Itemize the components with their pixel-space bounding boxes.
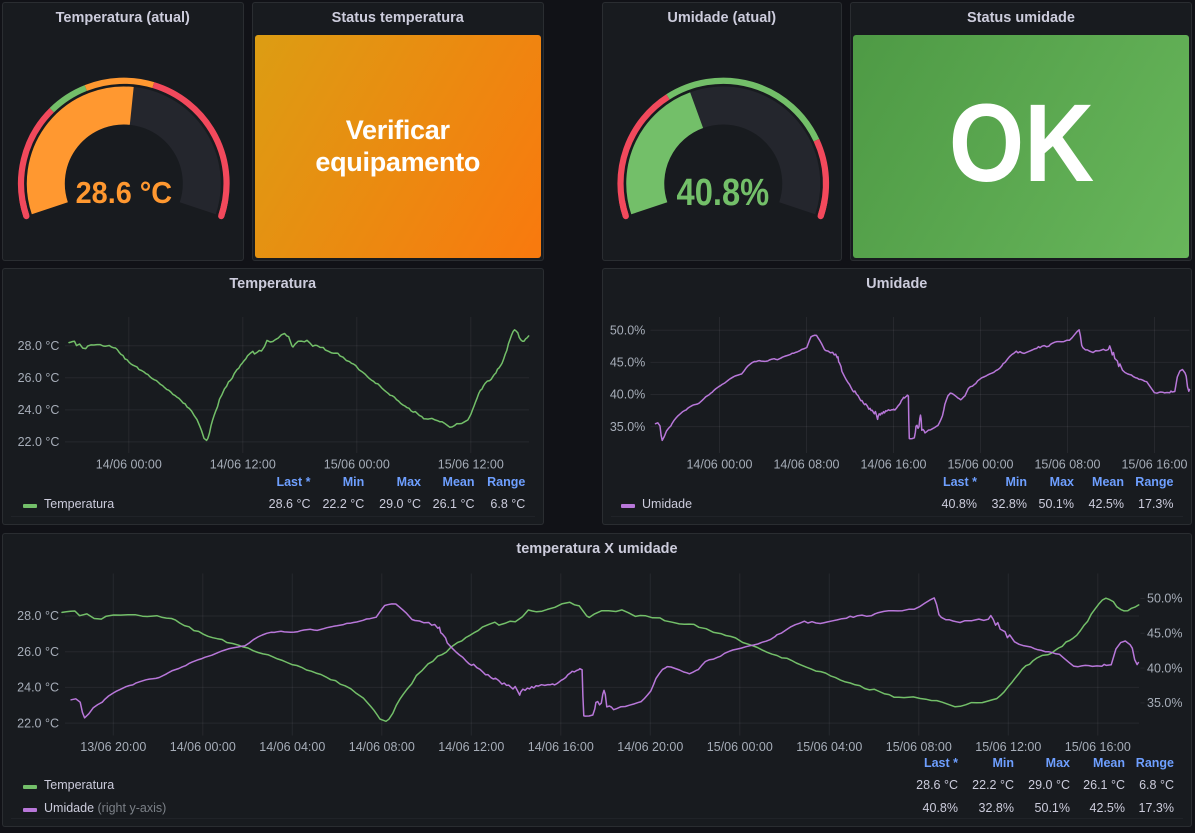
- svg-text:50.0%: 50.0%: [1147, 591, 1182, 605]
- svg-text:24.0 °C: 24.0 °C: [18, 403, 60, 417]
- svg-text:40.0%: 40.0%: [1147, 661, 1182, 675]
- svg-text:15/06 08:00: 15/06 08:00: [886, 740, 952, 754]
- svg-text:14/06 12:00: 14/06 12:00: [210, 458, 276, 472]
- svg-text:15/06 12:00: 15/06 12:00: [975, 740, 1041, 754]
- svg-text:14/06 00:00: 14/06 00:00: [96, 458, 162, 472]
- svg-text:13/06 20:00: 13/06 20:00: [80, 740, 146, 754]
- svg-text:45.0%: 45.0%: [609, 356, 644, 370]
- svg-text:15/06 12:00: 15/06 12:00: [438, 458, 504, 472]
- svg-text:50.0%: 50.0%: [609, 324, 644, 338]
- svg-text:15/06 16:00: 15/06 16:00: [1121, 458, 1187, 472]
- svg-text:14/06 12:00: 14/06 12:00: [438, 740, 504, 754]
- svg-text:14/06 20:00: 14/06 20:00: [617, 740, 683, 754]
- svg-text:26.0 °C: 26.0 °C: [17, 644, 59, 658]
- svg-text:40.0%: 40.0%: [609, 388, 644, 402]
- svg-text:14/06 00:00: 14/06 00:00: [170, 740, 236, 754]
- svg-text:24.0 °C: 24.0 °C: [17, 680, 59, 694]
- svg-text:15/06 16:00: 15/06 16:00: [1065, 740, 1131, 754]
- svg-text:14/06 16:00: 14/06 16:00: [528, 740, 594, 754]
- svg-text:45.0%: 45.0%: [1147, 626, 1182, 640]
- svg-text:15/06 08:00: 15/06 08:00: [1034, 458, 1100, 472]
- svg-text:14/06 16:00: 14/06 16:00: [860, 458, 926, 472]
- svg-text:14/06 00:00: 14/06 00:00: [686, 458, 752, 472]
- svg-text:14/06 08:00: 14/06 08:00: [349, 740, 415, 754]
- svg-text:15/06 00:00: 15/06 00:00: [707, 740, 773, 754]
- svg-text:35.0%: 35.0%: [609, 420, 644, 434]
- svg-text:26.0 °C: 26.0 °C: [18, 371, 60, 385]
- svg-text:22.0 °C: 22.0 °C: [17, 716, 59, 730]
- svg-text:15/06 04:00: 15/06 04:00: [796, 740, 862, 754]
- svg-text:22.0 °C: 22.0 °C: [18, 435, 60, 449]
- svg-text:14/06 04:00: 14/06 04:00: [259, 740, 325, 754]
- svg-text:28.0 °C: 28.0 °C: [17, 609, 59, 623]
- svg-text:15/06 00:00: 15/06 00:00: [947, 458, 1013, 472]
- svg-text:15/06 00:00: 15/06 00:00: [324, 458, 390, 472]
- svg-text:28.0 °C: 28.0 °C: [18, 339, 60, 353]
- svg-text:35.0%: 35.0%: [1147, 696, 1182, 710]
- svg-text:14/06 08:00: 14/06 08:00: [773, 458, 839, 472]
